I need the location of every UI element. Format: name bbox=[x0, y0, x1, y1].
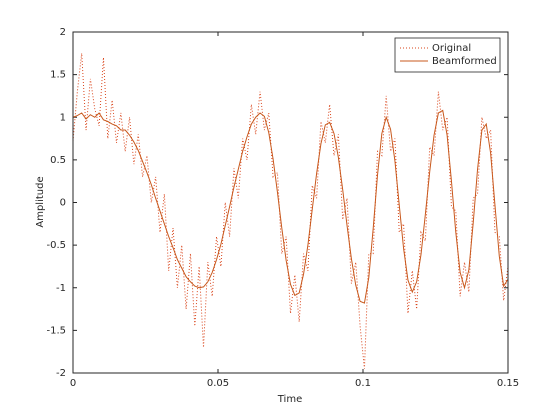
y-tick-label: 1 bbox=[60, 112, 66, 123]
legend-label: Beamformed bbox=[432, 56, 497, 67]
x-tick-label: 0.15 bbox=[497, 378, 519, 389]
y-tick-label: -1 bbox=[56, 283, 66, 294]
legend-label: Original bbox=[432, 43, 471, 54]
y-axis-label: Amplitude bbox=[35, 176, 46, 227]
y-tick-label: -2 bbox=[56, 368, 66, 379]
series-line bbox=[72, 109, 509, 304]
series-line bbox=[72, 53, 509, 369]
y-tick-label: 2 bbox=[60, 27, 66, 38]
x-tick-label: 0 bbox=[70, 378, 76, 389]
x-axis-label: Time bbox=[277, 394, 302, 405]
y-tick-label: 0 bbox=[60, 198, 66, 209]
x-tick-label: 0.1 bbox=[355, 378, 371, 389]
y-tick-label: 1.5 bbox=[50, 70, 66, 81]
axes-box bbox=[72, 31, 509, 374]
y-tick-label: -1.5 bbox=[46, 325, 66, 336]
x-tick-label: 0.05 bbox=[207, 378, 229, 389]
y-tick-label: -0.5 bbox=[46, 240, 66, 251]
legend-box bbox=[394, 37, 501, 73]
y-tick-label: 0.5 bbox=[50, 155, 66, 166]
